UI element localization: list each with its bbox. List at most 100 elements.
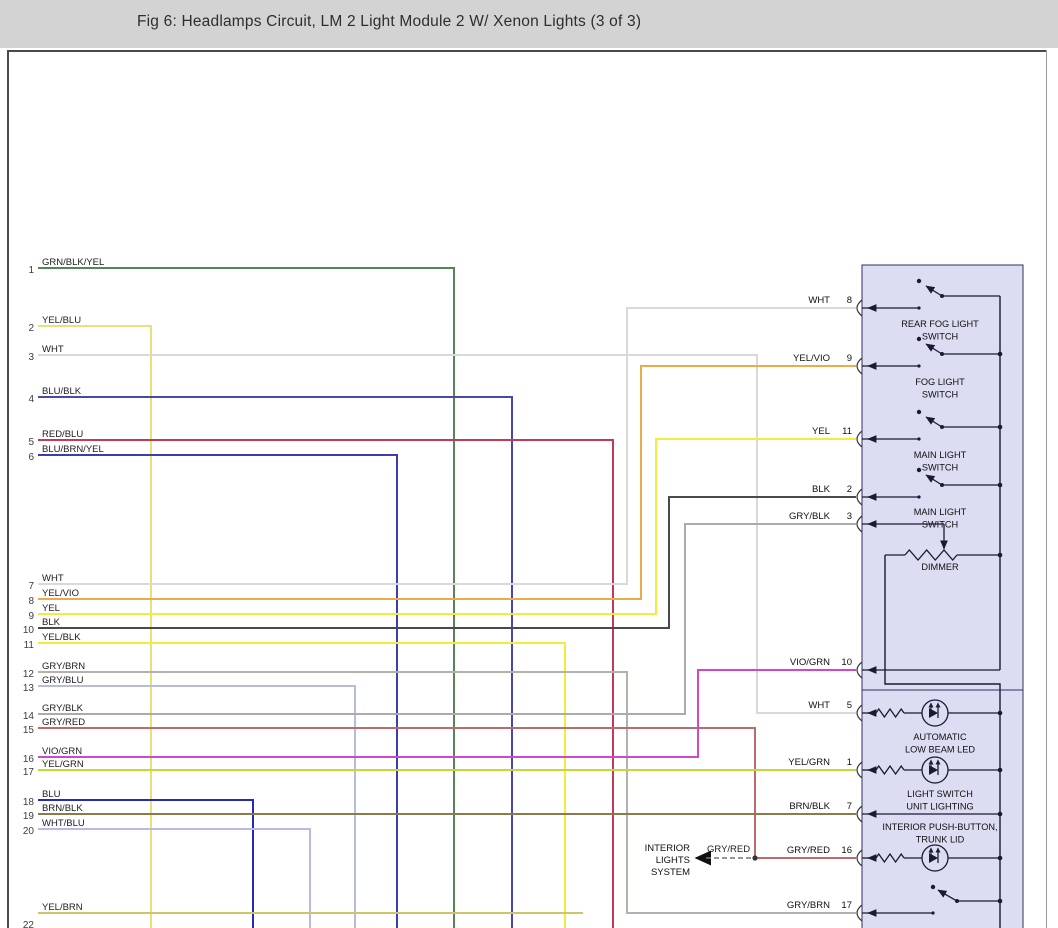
pin-number: 1 xyxy=(847,757,852,768)
wire-3-number: 3 xyxy=(28,352,34,363)
wire-17-color-label: YEL/GRN xyxy=(42,759,84,770)
wire-18-segment xyxy=(38,799,254,928)
pin-connector-glyph xyxy=(856,299,863,317)
pin-connector-glyph xyxy=(856,430,863,448)
wire-2-number: 2 xyxy=(28,323,34,334)
component-label: SWITCH xyxy=(922,390,958,400)
pin-connector-glyph xyxy=(856,515,863,533)
wire-20-segment xyxy=(38,828,311,928)
pin-color-label: BLK xyxy=(812,484,831,495)
pin-color-label: YEL/GRN xyxy=(788,757,830,768)
wire-17-number: 17 xyxy=(23,767,35,778)
wire-14-color-label: GRY/BLK xyxy=(42,703,84,714)
light-module-internals: REAR FOG LIGHT SWITCH FOG LIGHT SWITCH MAIN … xyxy=(856,278,1003,928)
wire-9-segment xyxy=(38,438,856,615)
page-border-left xyxy=(7,50,9,928)
harness-wires: GRN/BLK/YEL 1 YEL/BLU 2 WHT 3 BLU/BLK 4 RED/BLU 5… xyxy=(23,257,856,928)
wire-6-number: 6 xyxy=(28,452,34,463)
led-resistor-zigzag xyxy=(875,764,905,776)
led-resistor-zigzag xyxy=(875,852,905,864)
component-label: MAIN LIGHT xyxy=(914,507,967,517)
switch-fixed-contact-dot xyxy=(916,278,922,284)
pin-number: 11 xyxy=(842,426,852,437)
pin-number: 9 xyxy=(847,353,852,364)
wire-14-number: 14 xyxy=(23,711,35,722)
wire-8-segment xyxy=(38,365,856,600)
bus-junction-dot xyxy=(997,898,1003,904)
pin-connector-glyph xyxy=(856,761,863,779)
component-label: SWITCH xyxy=(922,332,958,342)
wire-16-number: 16 xyxy=(23,754,35,765)
light-module-lower-box xyxy=(861,689,1024,928)
pin-number: 17 xyxy=(841,900,852,911)
wire-11-segment xyxy=(38,642,566,928)
switch-contact-end-dot xyxy=(917,437,921,441)
wire-15-color-label: GRY/RED xyxy=(42,717,85,728)
pin-color-label: GRY/RED xyxy=(787,845,830,856)
wire-11-color-label: YEL/BLK xyxy=(42,632,81,643)
wire-7-segment xyxy=(38,307,856,585)
pin-number: 16 xyxy=(841,845,852,856)
switch-fixed-contact-dot xyxy=(916,336,922,342)
wire-13-color-label: GRY/BLU xyxy=(42,675,84,686)
pin-connector-glyph xyxy=(856,661,863,679)
component-label: LOW BEAM LED xyxy=(905,745,975,755)
wire-18-color-label: BLU xyxy=(42,789,61,800)
wire-6-color-label: BLU/BRN/YEL xyxy=(42,444,104,455)
wire-19-number: 19 xyxy=(23,811,35,822)
pin-color-label: YEL/VIO xyxy=(793,353,830,364)
wire-12-segment xyxy=(38,671,856,914)
bus-junction-dot xyxy=(997,855,1003,861)
switch-blade xyxy=(925,474,943,486)
wire-19-color-label: BRN/BLK xyxy=(42,803,83,814)
switch-fixed-contact-dot xyxy=(916,467,922,473)
wire-20-number: 20 xyxy=(23,826,35,837)
wire-1-number: 1 xyxy=(28,265,34,276)
pin-connector-glyph xyxy=(856,849,863,867)
wire-20-color-label: WHT/BLU xyxy=(42,818,85,829)
interior-lights-system-label: LIGHTS xyxy=(656,855,690,866)
switch-contact-end-dot xyxy=(917,495,921,499)
wire-22-number: 22 xyxy=(23,920,35,928)
figure-title: Fig 6: Headlamps Circuit, LM 2 Light Mod… xyxy=(137,13,642,30)
wire-1-segment xyxy=(38,267,455,928)
wire-5-number: 5 xyxy=(28,437,34,448)
pin-connector-glyph xyxy=(856,488,863,506)
dimmer-loop-and-led-bus xyxy=(884,555,1001,928)
wire-4-segment xyxy=(38,396,513,928)
pin-number: 2 xyxy=(847,484,852,495)
page-border-right xyxy=(1046,50,1047,928)
wire-14-segment xyxy=(38,523,856,715)
wire-9-number: 9 xyxy=(28,611,34,622)
pin-color-label: VIO/GRN xyxy=(790,657,830,668)
component-label: MAIN LIGHT xyxy=(914,450,967,460)
pin-connector-glyph xyxy=(856,805,863,823)
switch-blade xyxy=(925,416,943,428)
trunk-switch-blade xyxy=(937,889,958,902)
component-label: FOG LIGHT xyxy=(915,377,965,387)
bus-junction-dot xyxy=(997,710,1003,716)
light-module-upper-box xyxy=(861,264,1024,691)
wire-3-color-label: WHT xyxy=(42,344,64,355)
interior-lights-wire-label: GRY/RED xyxy=(707,844,750,855)
figure-title-bar: Fig 6: Headlamps Circuit, LM 2 Light Mod… xyxy=(0,0,1058,48)
pin-color-label: WHT xyxy=(808,700,830,711)
wire-8-color-label: YEL/VIO xyxy=(42,588,79,599)
wire-12-number: 12 xyxy=(23,669,35,680)
wire-4-number: 4 xyxy=(28,394,34,405)
pin-color-label: WHT xyxy=(808,295,830,306)
switch-blade xyxy=(925,285,943,297)
bus-junction-dot xyxy=(997,811,1003,817)
component-label: DIMMER xyxy=(921,562,959,572)
pin-color-label: YEL xyxy=(812,426,830,437)
wire-7-color-label: WHT xyxy=(42,573,64,584)
wire-10-number: 10 xyxy=(23,625,35,636)
interior-lights-system-label: SYSTEM xyxy=(651,867,690,878)
component-label: INTERIOR PUSH-BUTTON, xyxy=(882,822,997,832)
pin-connector-glyph xyxy=(856,904,863,922)
wire-10-segment xyxy=(38,496,856,629)
switch-blade xyxy=(925,343,943,355)
interior-lights-system-label: INTERIOR xyxy=(645,843,691,854)
